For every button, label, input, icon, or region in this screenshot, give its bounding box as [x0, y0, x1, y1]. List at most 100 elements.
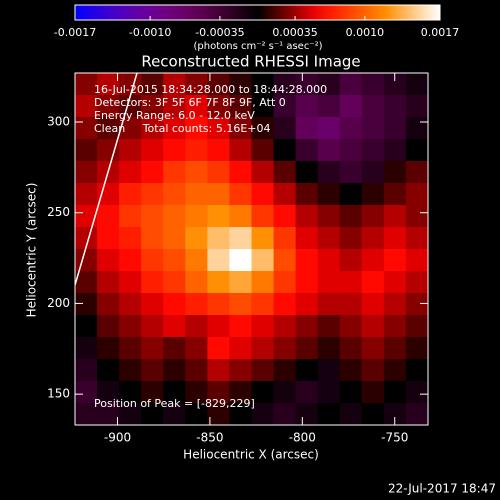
heatmap-cell — [251, 183, 275, 206]
heatmap-cell — [317, 381, 341, 404]
heatmap-cell — [119, 293, 142, 316]
heatmap-cell — [141, 205, 164, 228]
heatmap-cell — [75, 73, 98, 96]
heatmap-cell — [295, 183, 319, 206]
heatmap-cell — [141, 271, 164, 294]
heatmap-cell — [75, 227, 98, 250]
colorbar-tick-label: -0.00035 — [195, 26, 244, 39]
heatmap-cell — [75, 359, 98, 382]
heatmap-cell — [383, 73, 407, 96]
heatmap-cell — [141, 139, 164, 162]
heatmap-cell — [273, 205, 297, 228]
heatmap-cell — [405, 403, 428, 425]
heatmap-cell — [273, 117, 297, 140]
heatmap-cell — [273, 73, 297, 96]
heatmap-cell — [273, 293, 297, 316]
heatmap-cell — [75, 403, 98, 425]
heatmap-cell — [185, 403, 208, 425]
heatmap-cell — [163, 293, 186, 316]
heatmap-cell — [383, 183, 407, 206]
heatmap-cell — [339, 359, 363, 382]
heatmap-cell — [119, 249, 142, 272]
heatmap-cell — [339, 381, 363, 404]
heatmap-cell — [163, 73, 186, 96]
heatmap-cell — [295, 381, 319, 404]
heatmap-cell — [163, 95, 186, 118]
heatmap-cell — [141, 73, 164, 96]
heatmap-cell — [163, 205, 186, 228]
heatmap-cell — [405, 315, 428, 338]
heatmap-cell — [207, 271, 230, 294]
heatmap-cell — [361, 73, 385, 96]
heatmap-cell — [361, 95, 385, 118]
heatmap-cell — [163, 271, 186, 294]
heatmap-cell — [141, 95, 164, 118]
heatmap-cell — [317, 205, 341, 228]
heatmap-cell — [361, 183, 385, 206]
heatmap-cell — [163, 161, 186, 184]
heatmap-cell — [75, 95, 98, 118]
y-tick-label: 200 — [47, 296, 70, 310]
heatmap-cell — [273, 139, 297, 162]
heatmap-cell — [119, 117, 142, 140]
heatmap-cell — [75, 161, 98, 184]
heatmap-cell — [361, 315, 385, 338]
heatmap-cell — [163, 381, 186, 404]
colorbar-tick-label: -0.0010 — [129, 26, 171, 39]
heatmap-cell — [229, 271, 252, 294]
heatmap-cell — [75, 205, 98, 228]
heatmap-cell — [251, 293, 275, 316]
heatmap-cell — [185, 359, 208, 382]
heatmap-cell — [119, 315, 142, 338]
heatmap-cell — [185, 293, 208, 316]
heatmap-cell — [295, 271, 319, 294]
heatmap-cell — [229, 183, 252, 206]
heatmap-cell — [361, 205, 385, 228]
heatmap-cell — [383, 381, 407, 404]
heatmap-cell — [339, 293, 363, 316]
heatmap-cell — [75, 337, 98, 360]
heatmap-cell — [207, 161, 230, 184]
heatmap-cell — [185, 381, 208, 404]
heatmap-cell — [317, 227, 341, 250]
heatmap-cell — [317, 95, 341, 118]
heatmap-cell — [405, 205, 428, 228]
heatmap-cell — [405, 95, 428, 118]
heatmap-cell — [339, 73, 363, 96]
heatmap-cell — [405, 227, 428, 250]
heatmap-cell — [163, 117, 186, 140]
limb-line — [75, 73, 138, 286]
x-tick-label: -800 — [289, 431, 316, 445]
heatmap-cell — [405, 183, 428, 206]
heatmap-cell — [383, 249, 407, 272]
heatmap-cell — [97, 227, 120, 250]
x-axis-label: Heliocentric X (arcsec) — [183, 448, 319, 462]
heatmap-cell — [339, 205, 363, 228]
heatmap-cell — [119, 403, 142, 425]
heatmap-cell — [361, 161, 385, 184]
heatmap-cell — [339, 271, 363, 294]
heatmap-cell — [75, 315, 98, 338]
heatmap-cell — [97, 73, 120, 96]
heatmap-cell — [185, 205, 208, 228]
heatmap-cell — [207, 205, 230, 228]
heatmap-cell — [207, 403, 230, 425]
heatmap-cell — [361, 293, 385, 316]
heatmap-cell — [295, 403, 319, 425]
heatmap-cell — [273, 183, 297, 206]
heatmap-cell — [405, 271, 428, 294]
heatmap-cell — [251, 139, 275, 162]
heatmap-cell — [273, 315, 297, 338]
heatmap-cell — [185, 117, 208, 140]
heatmap-cell — [339, 161, 363, 184]
heatmap-cell — [361, 139, 385, 162]
heatmap-cell — [317, 183, 341, 206]
heatmap-cell — [295, 249, 319, 272]
heatmap-cell — [295, 117, 319, 140]
heatmap-cell — [361, 249, 385, 272]
heatmap-cell — [295, 139, 319, 162]
heatmap-cell — [185, 227, 208, 250]
colorbar-tick-label: 0.0010 — [346, 26, 385, 39]
y-tick-label: 300 — [47, 114, 70, 128]
heatmap-cell — [339, 315, 363, 338]
